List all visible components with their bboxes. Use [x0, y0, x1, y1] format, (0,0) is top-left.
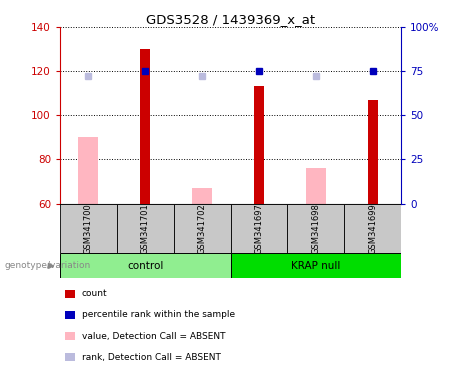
- Text: GDS3528 / 1439369_x_at: GDS3528 / 1439369_x_at: [146, 13, 315, 26]
- Bar: [254, 86, 264, 204]
- Text: genotype/variation: genotype/variation: [5, 262, 91, 270]
- Bar: [344, 204, 401, 253]
- Text: GSM341702: GSM341702: [198, 203, 207, 254]
- Text: percentile rank within the sample: percentile rank within the sample: [82, 310, 235, 319]
- Text: GSM341699: GSM341699: [368, 203, 377, 254]
- Bar: [192, 188, 212, 204]
- Bar: [60, 253, 230, 278]
- Bar: [230, 204, 287, 253]
- Text: count: count: [82, 289, 107, 298]
- Bar: [174, 204, 230, 253]
- Text: control: control: [127, 261, 163, 271]
- Text: GSM341700: GSM341700: [84, 203, 93, 254]
- Text: KRAP null: KRAP null: [291, 261, 341, 271]
- Text: GSM341697: GSM341697: [254, 203, 263, 254]
- Text: rank, Detection Call = ABSENT: rank, Detection Call = ABSENT: [82, 353, 220, 362]
- Bar: [60, 204, 117, 253]
- Bar: [230, 253, 401, 278]
- Bar: [117, 204, 174, 253]
- Text: GSM341698: GSM341698: [311, 203, 320, 254]
- Text: GSM341701: GSM341701: [141, 203, 150, 254]
- Bar: [140, 49, 150, 204]
- Text: value, Detection Call = ABSENT: value, Detection Call = ABSENT: [82, 331, 225, 341]
- Bar: [367, 100, 378, 204]
- Bar: [78, 137, 98, 204]
- Bar: [287, 204, 344, 253]
- Bar: [306, 168, 326, 204]
